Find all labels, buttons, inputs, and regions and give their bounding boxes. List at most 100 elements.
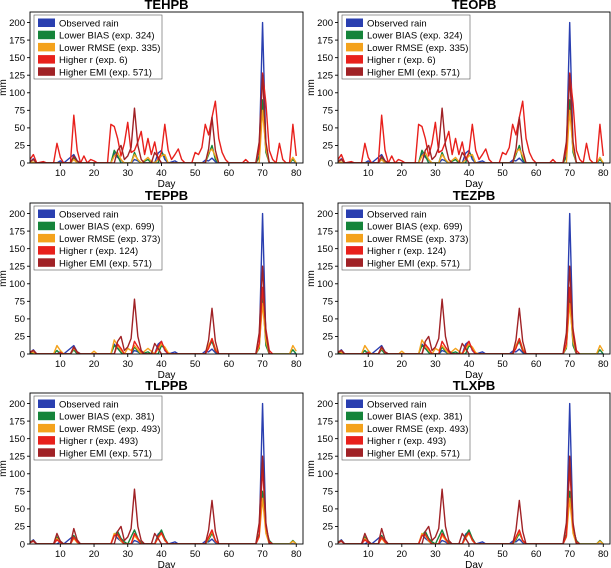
legend-swatch-emi <box>346 448 363 457</box>
y-tick-label: 100 <box>9 469 25 480</box>
y-tick-label: 50 <box>322 504 333 515</box>
series-line-bias <box>338 99 604 163</box>
chart-panel-tezpb: TEZPB 0 25 50 75 100 125 150 175 200 10 20 30 40 50 60 7… <box>306 188 611 381</box>
x-tick-label: 40 <box>464 168 475 179</box>
y-tick-label: 25 <box>14 332 25 343</box>
chart-panel-tlxpb: TLXPB 0 25 50 75 100 125 150 175 200 10 20 30 40 50 60 7… <box>306 378 611 568</box>
x-tick-label: 40 <box>464 549 475 560</box>
legend-label: Lower RMSE (exp. 335) <box>59 43 160 54</box>
x-tick-label: 40 <box>156 168 167 179</box>
legend-swatch-emi <box>346 67 363 76</box>
x-tick-label: 30 <box>430 359 441 370</box>
x-tick-label: 30 <box>430 168 441 179</box>
x-tick-label: 10 <box>363 359 374 370</box>
y-tick-label: 50 <box>14 314 25 325</box>
legend-box <box>33 205 163 271</box>
y-axis-label: mm <box>306 460 317 477</box>
y-tick-label: 150 <box>9 434 25 445</box>
x-tick-label: 80 <box>291 549 302 560</box>
legend-label: Lower RMSE (exp. 373) <box>367 234 468 245</box>
legend-swatch-observed <box>38 399 55 408</box>
x-tick-label: 30 <box>122 359 133 370</box>
legend-label: Observed rain <box>367 19 427 30</box>
legend-label: Higher EMI (exp. 571) <box>59 67 152 78</box>
x-tick-label: 50 <box>497 168 508 179</box>
legend-swatch-bias <box>346 30 363 40</box>
y-tick-label: 25 <box>14 141 25 152</box>
legend-swatch-r <box>38 436 55 445</box>
x-tick-label: 60 <box>224 549 235 560</box>
legend-box <box>33 14 163 80</box>
legend-label: Higher r (exp. 493) <box>367 436 446 447</box>
x-tick-label: 60 <box>531 549 542 560</box>
legend-label: Lower RMSE (exp. 335) <box>367 43 468 54</box>
legend-swatch-r <box>346 246 363 255</box>
y-tick-label: 75 <box>322 106 333 117</box>
plot-frame <box>29 392 304 545</box>
y-tick-label: 25 <box>322 141 333 152</box>
y-tick-label: 75 <box>322 297 333 308</box>
x-axis-label: Day <box>158 560 176 568</box>
legend-label: Observed rain <box>367 400 427 411</box>
legend-label: Lower BIAS (exp. 381) <box>367 412 463 423</box>
x-tick-label: 50 <box>190 168 201 179</box>
legend-label: Observed rain <box>59 400 119 411</box>
legend-swatch-emi <box>38 448 55 457</box>
legend-swatch-emi <box>38 258 55 267</box>
y-tick-label: 200 <box>9 399 25 410</box>
x-tick-label: 40 <box>156 549 167 560</box>
legend-box <box>33 395 163 461</box>
y-tick-label: 25 <box>322 332 333 343</box>
legend-swatch-rmse <box>38 42 55 52</box>
y-tick-label: 175 <box>317 416 333 427</box>
legend-swatch-observed <box>346 399 363 408</box>
y-tick-label: 75 <box>14 487 25 498</box>
series-line-r <box>338 286 581 354</box>
legend-swatch-rmse <box>346 42 363 52</box>
series-line-bias <box>30 99 297 163</box>
legend-label: Higher EMI (exp. 571) <box>367 448 460 459</box>
x-tick-label: 50 <box>497 549 508 560</box>
series-line-emi <box>338 74 580 163</box>
x-tick-label: 30 <box>430 549 441 560</box>
y-tick-label: 200 <box>9 18 25 29</box>
y-tick-label: 50 <box>322 123 333 134</box>
x-tick-label: 10 <box>55 168 66 179</box>
y-tick-label: 175 <box>9 35 25 46</box>
x-tick-label: 70 <box>564 359 575 370</box>
legend-label: Higher r (exp. 6) <box>59 55 128 66</box>
x-tick-label: 70 <box>564 549 575 560</box>
x-tick-label: 20 <box>397 359 408 370</box>
x-tick-label: 30 <box>122 168 133 179</box>
x-tick-label: 60 <box>531 359 542 370</box>
legend-swatch-observed <box>346 18 363 27</box>
y-axis-label: mm <box>0 79 9 96</box>
y-tick-label: 0 <box>328 539 333 550</box>
x-axis-label: Day <box>465 370 483 381</box>
y-tick-label: 125 <box>317 71 333 82</box>
y-tick-label: 100 <box>317 279 333 290</box>
y-tick-label: 25 <box>14 522 25 533</box>
x-tick-label: 10 <box>363 168 374 179</box>
y-tick-label: 150 <box>9 244 25 255</box>
legend-swatch-observed <box>38 209 55 218</box>
plot-frame <box>337 392 611 545</box>
y-tick-label: 0 <box>20 349 25 360</box>
y-tick-label: 50 <box>14 504 25 515</box>
y-tick-label: 150 <box>317 53 333 64</box>
legend-label: Higher EMI (exp. 571) <box>367 258 460 269</box>
legend-label: Lower BIAS (exp. 381) <box>59 412 155 423</box>
x-tick-label: 50 <box>190 359 201 370</box>
series-line-r <box>338 72 604 163</box>
y-tick-label: 0 <box>328 158 333 169</box>
legend-swatch-rmse <box>38 233 55 243</box>
series-line-rmse <box>30 109 297 163</box>
legend-swatch-bias <box>38 221 55 231</box>
y-tick-label: 200 <box>317 399 333 410</box>
legend-label: Lower BIAS (exp. 699) <box>367 222 463 233</box>
legend-swatch-bias <box>38 30 55 40</box>
